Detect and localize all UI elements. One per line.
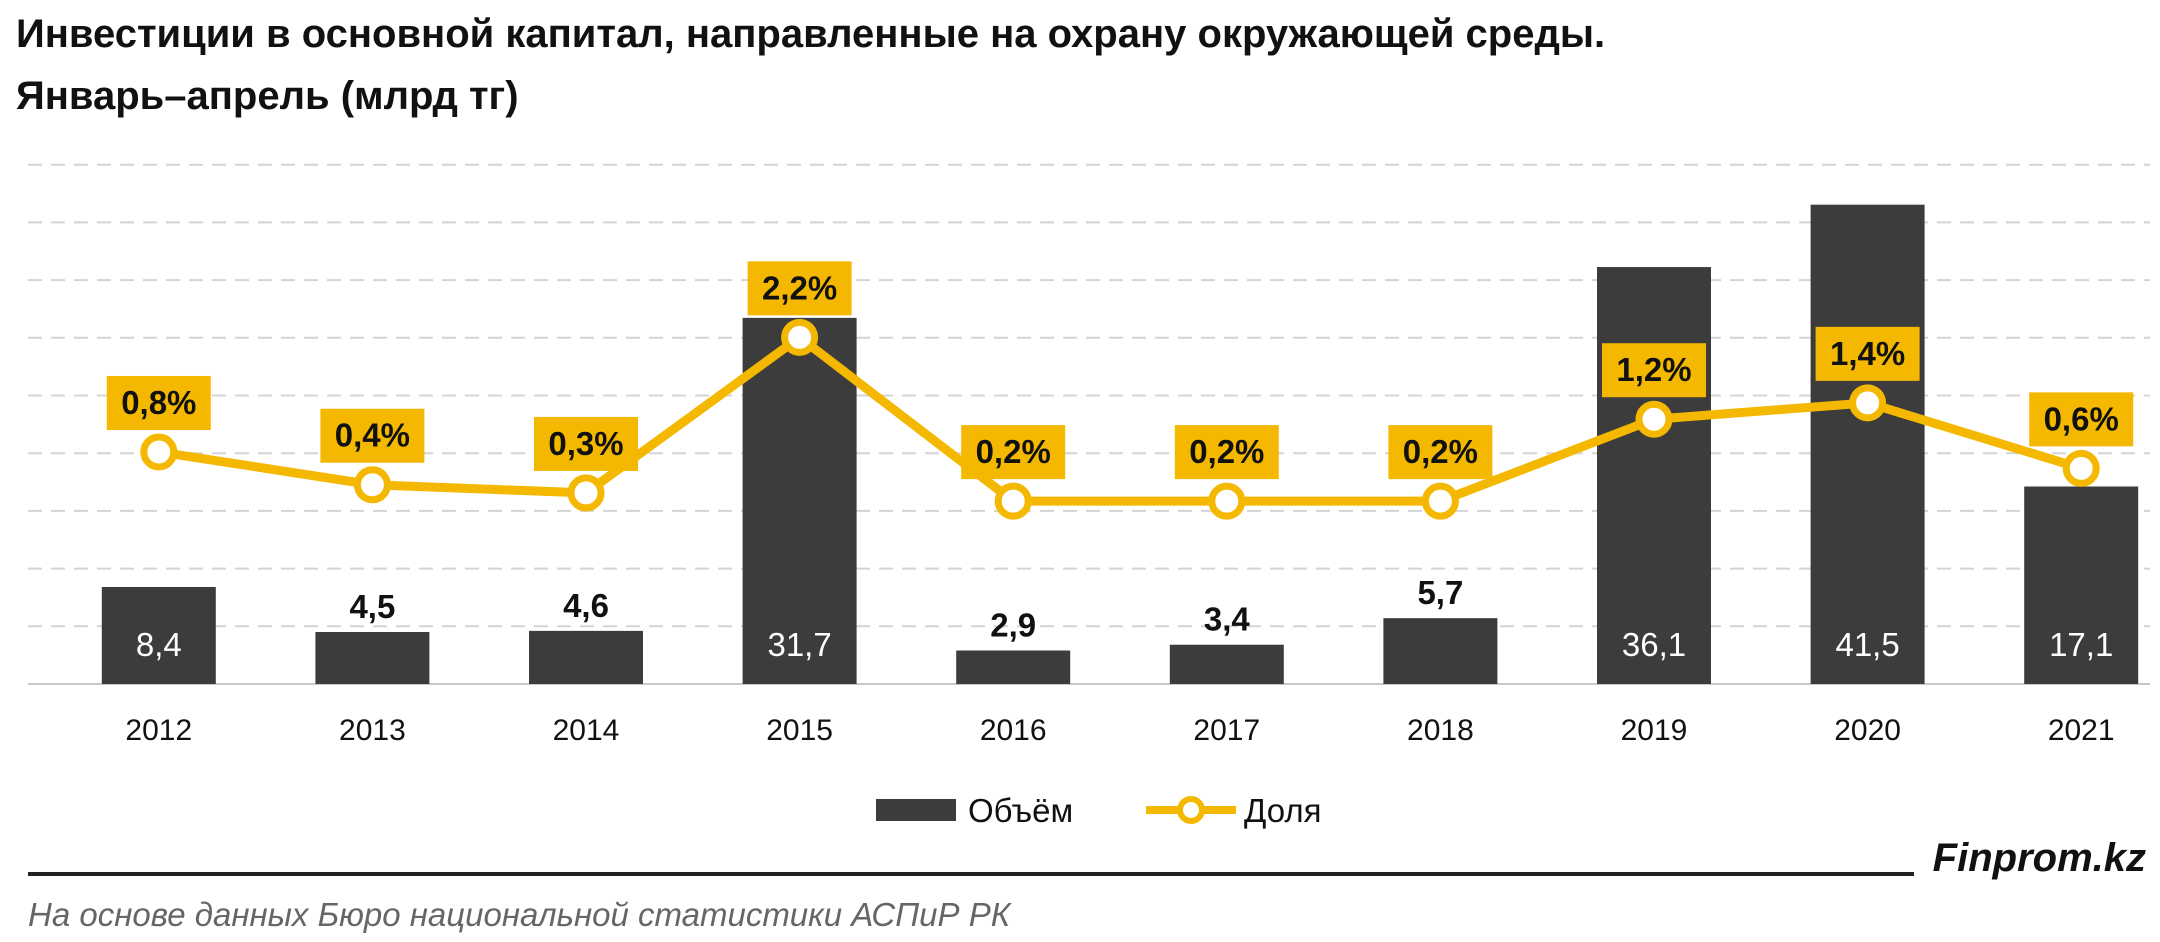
chart-title: Инвестиции в основной капитал, направлен… xyxy=(16,12,1606,56)
x-tick-label: 2018 xyxy=(1407,714,1474,747)
share-value-label: 0,2% xyxy=(1189,433,1264,470)
share-label-box xyxy=(320,408,425,463)
line-point xyxy=(1421,482,1459,520)
share-line xyxy=(154,332,2086,506)
share-label-box xyxy=(747,261,852,316)
x-tick-label: 2020 xyxy=(1834,714,1901,747)
share-label-box xyxy=(1174,425,1279,480)
combo-chart: 8,4 2012 4,5 2013 4,6 2014 31,7 2015 2,9 2016 3,4 2… xyxy=(28,163,2150,829)
line-point xyxy=(353,466,391,504)
brand-logo-text: Finprom.kz xyxy=(1932,836,2146,880)
bar xyxy=(742,317,857,684)
line-point xyxy=(567,474,605,512)
x-tick-label: 2013 xyxy=(339,714,406,747)
x-tick-label: 2021 xyxy=(2048,714,2115,747)
bar xyxy=(1383,618,1498,684)
x-tick-label: 2016 xyxy=(980,714,1047,747)
legend-marker xyxy=(1177,796,1205,824)
line-point xyxy=(994,482,1032,520)
x-tick-label: 2019 xyxy=(1621,714,1688,747)
bar-value-label: 41,5 xyxy=(1835,626,1899,663)
share-value-label: 1,2% xyxy=(1616,351,1691,388)
share-label-box xyxy=(2029,392,2134,447)
share-value-label: 0,2% xyxy=(976,433,1051,470)
share-value-label: 0,8% xyxy=(121,384,196,421)
bar xyxy=(529,630,643,684)
share-value-label: 0,6% xyxy=(2044,400,2119,437)
share-value-label: 0,4% xyxy=(335,417,410,454)
bar-value-label: 36,1 xyxy=(1622,626,1686,663)
bar xyxy=(101,586,216,684)
line-point xyxy=(2062,449,2100,487)
legend-swatch-bar xyxy=(876,799,956,821)
bar-value-label: 5,7 xyxy=(1417,574,1463,611)
source-note: На основе данных Бюро национальной стати… xyxy=(28,896,1011,933)
share-label-box xyxy=(1388,425,1493,480)
bar-value-label: 31,7 xyxy=(767,626,831,663)
bar xyxy=(315,632,430,684)
bar-value-label: 8,4 xyxy=(136,626,182,663)
bar-value-label: 17,1 xyxy=(2049,626,2113,663)
share-value-label: 0,2% xyxy=(1403,433,1478,470)
line-point xyxy=(1635,400,1673,438)
chart-subtitle: Январь–апрель (млрд тг) xyxy=(16,74,519,118)
legend-label-line: Доля xyxy=(1244,792,1321,829)
bar-value-label: 4,6 xyxy=(563,587,609,624)
share-label-box xyxy=(534,416,638,471)
bar xyxy=(956,650,1071,684)
bar xyxy=(1810,204,1925,685)
bar xyxy=(1169,644,1284,684)
x-tick-label: 2014 xyxy=(553,714,620,747)
bar xyxy=(2024,486,2139,684)
bar-value-label: 4,5 xyxy=(349,588,395,625)
x-tick-label: 2012 xyxy=(125,714,192,747)
legend-label-bar: Объём xyxy=(968,792,1073,829)
footer-divider xyxy=(28,872,1914,876)
bar xyxy=(1597,267,1711,684)
line-point xyxy=(1208,482,1246,520)
bar-value-label: 3,4 xyxy=(1204,601,1251,638)
line-point xyxy=(1849,384,1887,422)
share-label-box xyxy=(106,375,211,430)
line-point xyxy=(140,433,178,471)
share-label-box xyxy=(1815,326,1920,381)
bar-value-label: 2,9 xyxy=(990,607,1036,644)
share-label-box xyxy=(1602,343,1706,398)
x-tick-label: 2017 xyxy=(1193,714,1260,747)
x-tick-label: 2015 xyxy=(766,714,833,747)
share-value-label: 0,3% xyxy=(548,425,623,462)
share-label-box xyxy=(961,425,1066,480)
line-point xyxy=(781,318,819,356)
share-value-label: 2,2% xyxy=(762,269,837,306)
share-value-label: 1,4% xyxy=(1830,335,1905,372)
